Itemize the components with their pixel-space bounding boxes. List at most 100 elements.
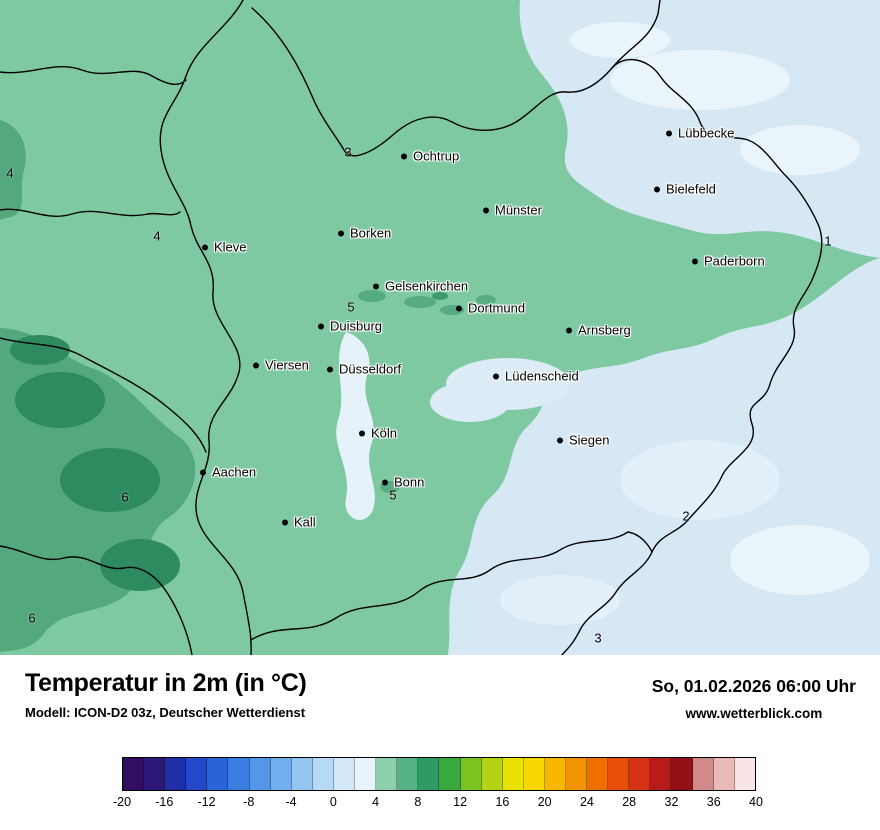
colorbar-tick-label: 4: [372, 795, 380, 809]
colorbar-segment: [481, 758, 503, 790]
city-dot-icon: [327, 366, 333, 372]
colorbar-segment: [397, 758, 419, 790]
city-dot-icon: [401, 153, 407, 159]
city-marker-l-bbecke: Lübbecke: [666, 126, 734, 141]
colorbar-tick-label: 28: [622, 795, 637, 809]
temperature-value-label: 5: [347, 299, 355, 315]
border-north-east: [251, 7, 823, 655]
colorbar-segment: [650, 758, 672, 790]
title-block: Temperatur in 2m (in °C) Modell: ICON-D2…: [25, 669, 307, 720]
temperature-value-label: 5: [389, 487, 397, 503]
region-ridge-spot: [404, 296, 436, 308]
city-marker-ochtrup: Ochtrup: [401, 149, 459, 164]
city-marker-kleve: Kleve: [202, 240, 247, 255]
city-marker-aachen: Aachen: [200, 465, 256, 480]
terrain-regions: [0, 0, 880, 655]
city-marker-siegen: Siegen: [557, 433, 609, 448]
city-label: Kleve: [214, 239, 247, 255]
city-label: Duisburg: [330, 318, 383, 334]
region-pale-patch: [430, 382, 510, 422]
model-info: Modell: ICON-D2 03z, Deutscher Wetterdie…: [25, 704, 306, 720]
city-marker-borken: Borken: [338, 226, 391, 241]
city-marker-bonn: Bonn: [382, 475, 424, 490]
city-dot-icon: [557, 437, 563, 443]
region-darkest-green: [60, 448, 160, 512]
colorbar-segment: [249, 758, 271, 790]
website-label: www.wetterblick.com: [685, 706, 823, 721]
datetime-label: So, 01.02.2026 06:00 Uhr: [651, 676, 856, 696]
temperature-value-label: 4: [153, 228, 161, 244]
city-label: Lüdenscheid: [505, 368, 579, 384]
region-darkgreen-westedge: [0, 120, 26, 220]
city-marker-gelsenkirchen: Gelsenkirchen: [373, 279, 468, 294]
region-pale-patch: [610, 50, 790, 110]
colorbar-segment: [333, 758, 356, 790]
city-dot-icon: [318, 323, 324, 329]
city-label: Bielefeld: [666, 181, 716, 197]
page-title: Temperatur in 2m (in °C): [25, 669, 307, 697]
colorbar-segment: [608, 758, 630, 790]
temperature-map: Ochtrup Lübbecke Bielefeld Münster Borken Kle…: [0, 0, 880, 655]
city-label: Lübbecke: [678, 125, 735, 141]
city-dot-icon: [692, 258, 698, 264]
region-pale-patch: [740, 125, 860, 175]
colorbar-tick-label: 32: [664, 795, 679, 809]
city-dot-icon: [282, 519, 288, 525]
colorbar-tick-label: 12: [453, 795, 468, 809]
city-dot-icon: [483, 207, 489, 213]
region-darkest-green: [15, 372, 105, 428]
colorbar-tick-labels: -20 -16 -12 -8 -4 0 4 8 12 16 20 24 28 32 36 40: [113, 795, 763, 811]
border-rheinland-pfalz: [250, 531, 653, 641]
city-label: Gelsenkirchen: [385, 278, 469, 294]
city-label: Paderborn: [704, 253, 765, 269]
colorbar-tick-label: 36: [706, 795, 721, 809]
city-label: Kall: [294, 514, 316, 530]
city-marker-d-sseldorf: Düsseldorf: [327, 362, 401, 377]
state-borders: [0, 0, 823, 655]
colorbar-segment: [165, 758, 187, 790]
colorbar-tick-label: -8: [243, 795, 255, 809]
region-pale-patch: [730, 525, 870, 595]
region-blue-northeast: [519, 0, 880, 258]
border-nl-internal-2: [0, 208, 181, 217]
colorbar-tick-label: 20: [537, 795, 552, 809]
city-dot-icon: [382, 479, 388, 485]
city-label: Viersen: [265, 357, 309, 373]
city-marker-duisburg: Duisburg: [318, 319, 382, 334]
colorbar-segment: [270, 758, 292, 790]
city-label: Köln: [371, 425, 398, 441]
colorbar-tick-label: -12: [197, 795, 216, 809]
colorbar-tick-label: -20: [112, 795, 132, 809]
region-ridge-spot: [358, 290, 386, 302]
colorbar-segment: [587, 758, 609, 790]
colorbar-segment: [207, 758, 229, 790]
colorbar-segment: [565, 758, 588, 790]
city-marker-m-nster: Münster: [483, 203, 542, 218]
city-marker-layer: Ochtrup Lübbecke Bielefeld Münster Borken Kle…: [200, 126, 765, 530]
city-marker-k-ln: Köln: [359, 426, 397, 441]
temperature-colorbar: [122, 757, 756, 791]
datetime-block: So, 01.02.2026 06:00 Uhr www.wetterblick…: [652, 676, 856, 721]
city-dot-icon: [566, 327, 572, 333]
colorbar-tick-label: -16: [155, 795, 174, 809]
border-belgium: [0, 337, 207, 453]
colorbar-segment: [671, 758, 693, 790]
colorbar-segment: [502, 758, 524, 790]
city-label: Düsseldorf: [339, 361, 402, 377]
city-dot-icon: [359, 430, 365, 436]
city-dot-icon: [456, 305, 462, 311]
region-pale-patch: [620, 440, 780, 520]
temperature-value-label: 6: [121, 489, 129, 505]
region-darkest-green: [100, 539, 180, 591]
border-nl-internal-1: [0, 66, 187, 86]
border-north-spur: [611, 0, 661, 69]
city-label: Bonn: [394, 474, 425, 490]
temperature-label-layer: 3 4 4 5 5 6 6 2 1 3: [6, 144, 832, 646]
colorbar-tick-label: 24: [579, 795, 594, 809]
temperature-value-label: 1: [824, 233, 832, 249]
region-ridge-spot: [476, 295, 496, 305]
colorbar-tick-label: 40: [749, 795, 763, 809]
city-dot-icon: [200, 469, 206, 475]
temperature-value-label: 3: [344, 144, 352, 160]
region-pale-patch: [570, 22, 670, 58]
